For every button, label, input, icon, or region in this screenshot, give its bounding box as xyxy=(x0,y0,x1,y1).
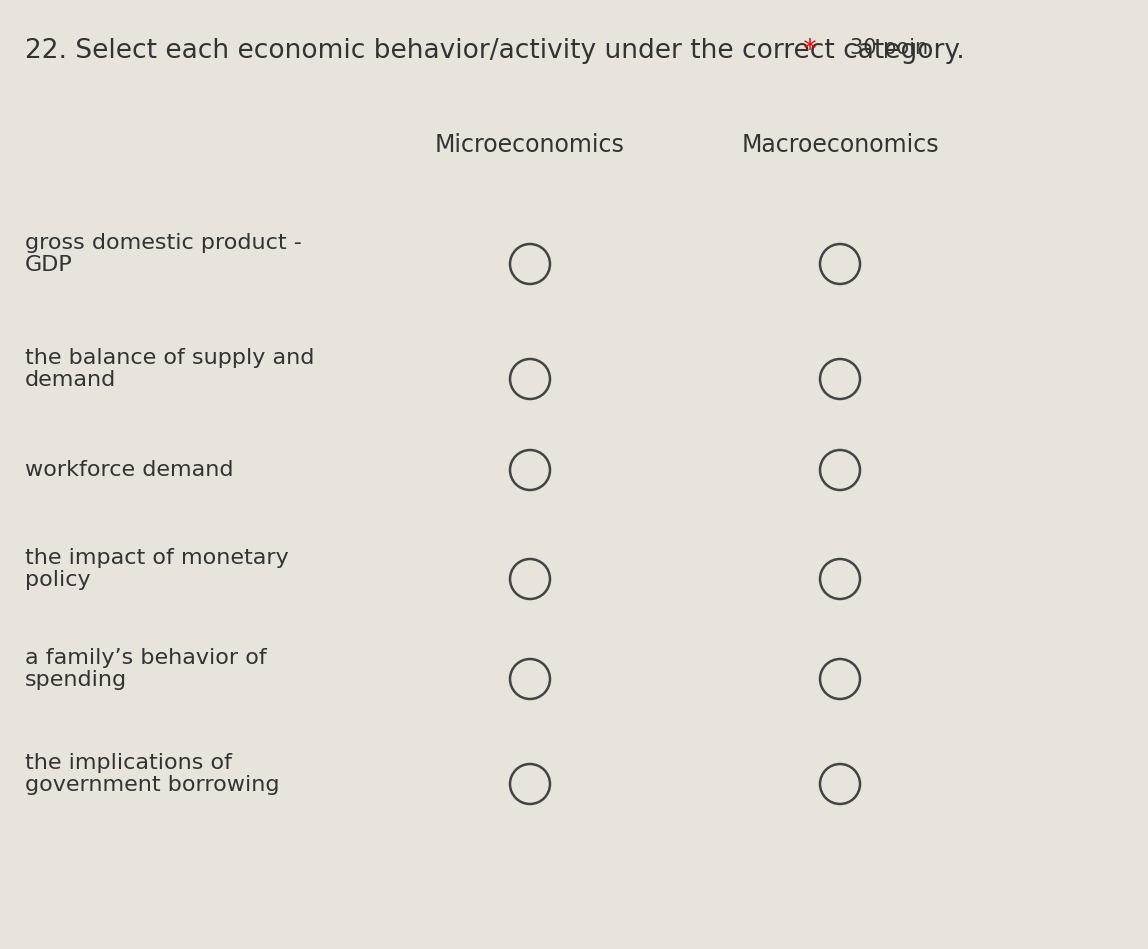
Text: the balance of supply and: the balance of supply and xyxy=(25,348,315,368)
Text: government borrowing: government borrowing xyxy=(25,775,279,795)
Text: 30 poin: 30 poin xyxy=(850,38,928,58)
Text: gross domestic product -: gross domestic product - xyxy=(25,233,302,253)
Text: the impact of monetary: the impact of monetary xyxy=(25,548,289,568)
Text: spending: spending xyxy=(25,670,127,690)
Text: policy: policy xyxy=(25,570,91,590)
Text: GDP: GDP xyxy=(25,255,72,275)
Text: a family’s behavior of: a family’s behavior of xyxy=(25,648,266,668)
Text: the implications of: the implications of xyxy=(25,753,232,773)
Text: workforce demand: workforce demand xyxy=(25,460,233,480)
Text: demand: demand xyxy=(25,370,116,390)
Text: Microeconomics: Microeconomics xyxy=(435,133,625,157)
Text: Macroeconomics: Macroeconomics xyxy=(742,133,939,157)
Text: *: * xyxy=(796,38,816,64)
Text: 22. Select each economic behavior/activity under the correct category.: 22. Select each economic behavior/activi… xyxy=(25,38,964,64)
